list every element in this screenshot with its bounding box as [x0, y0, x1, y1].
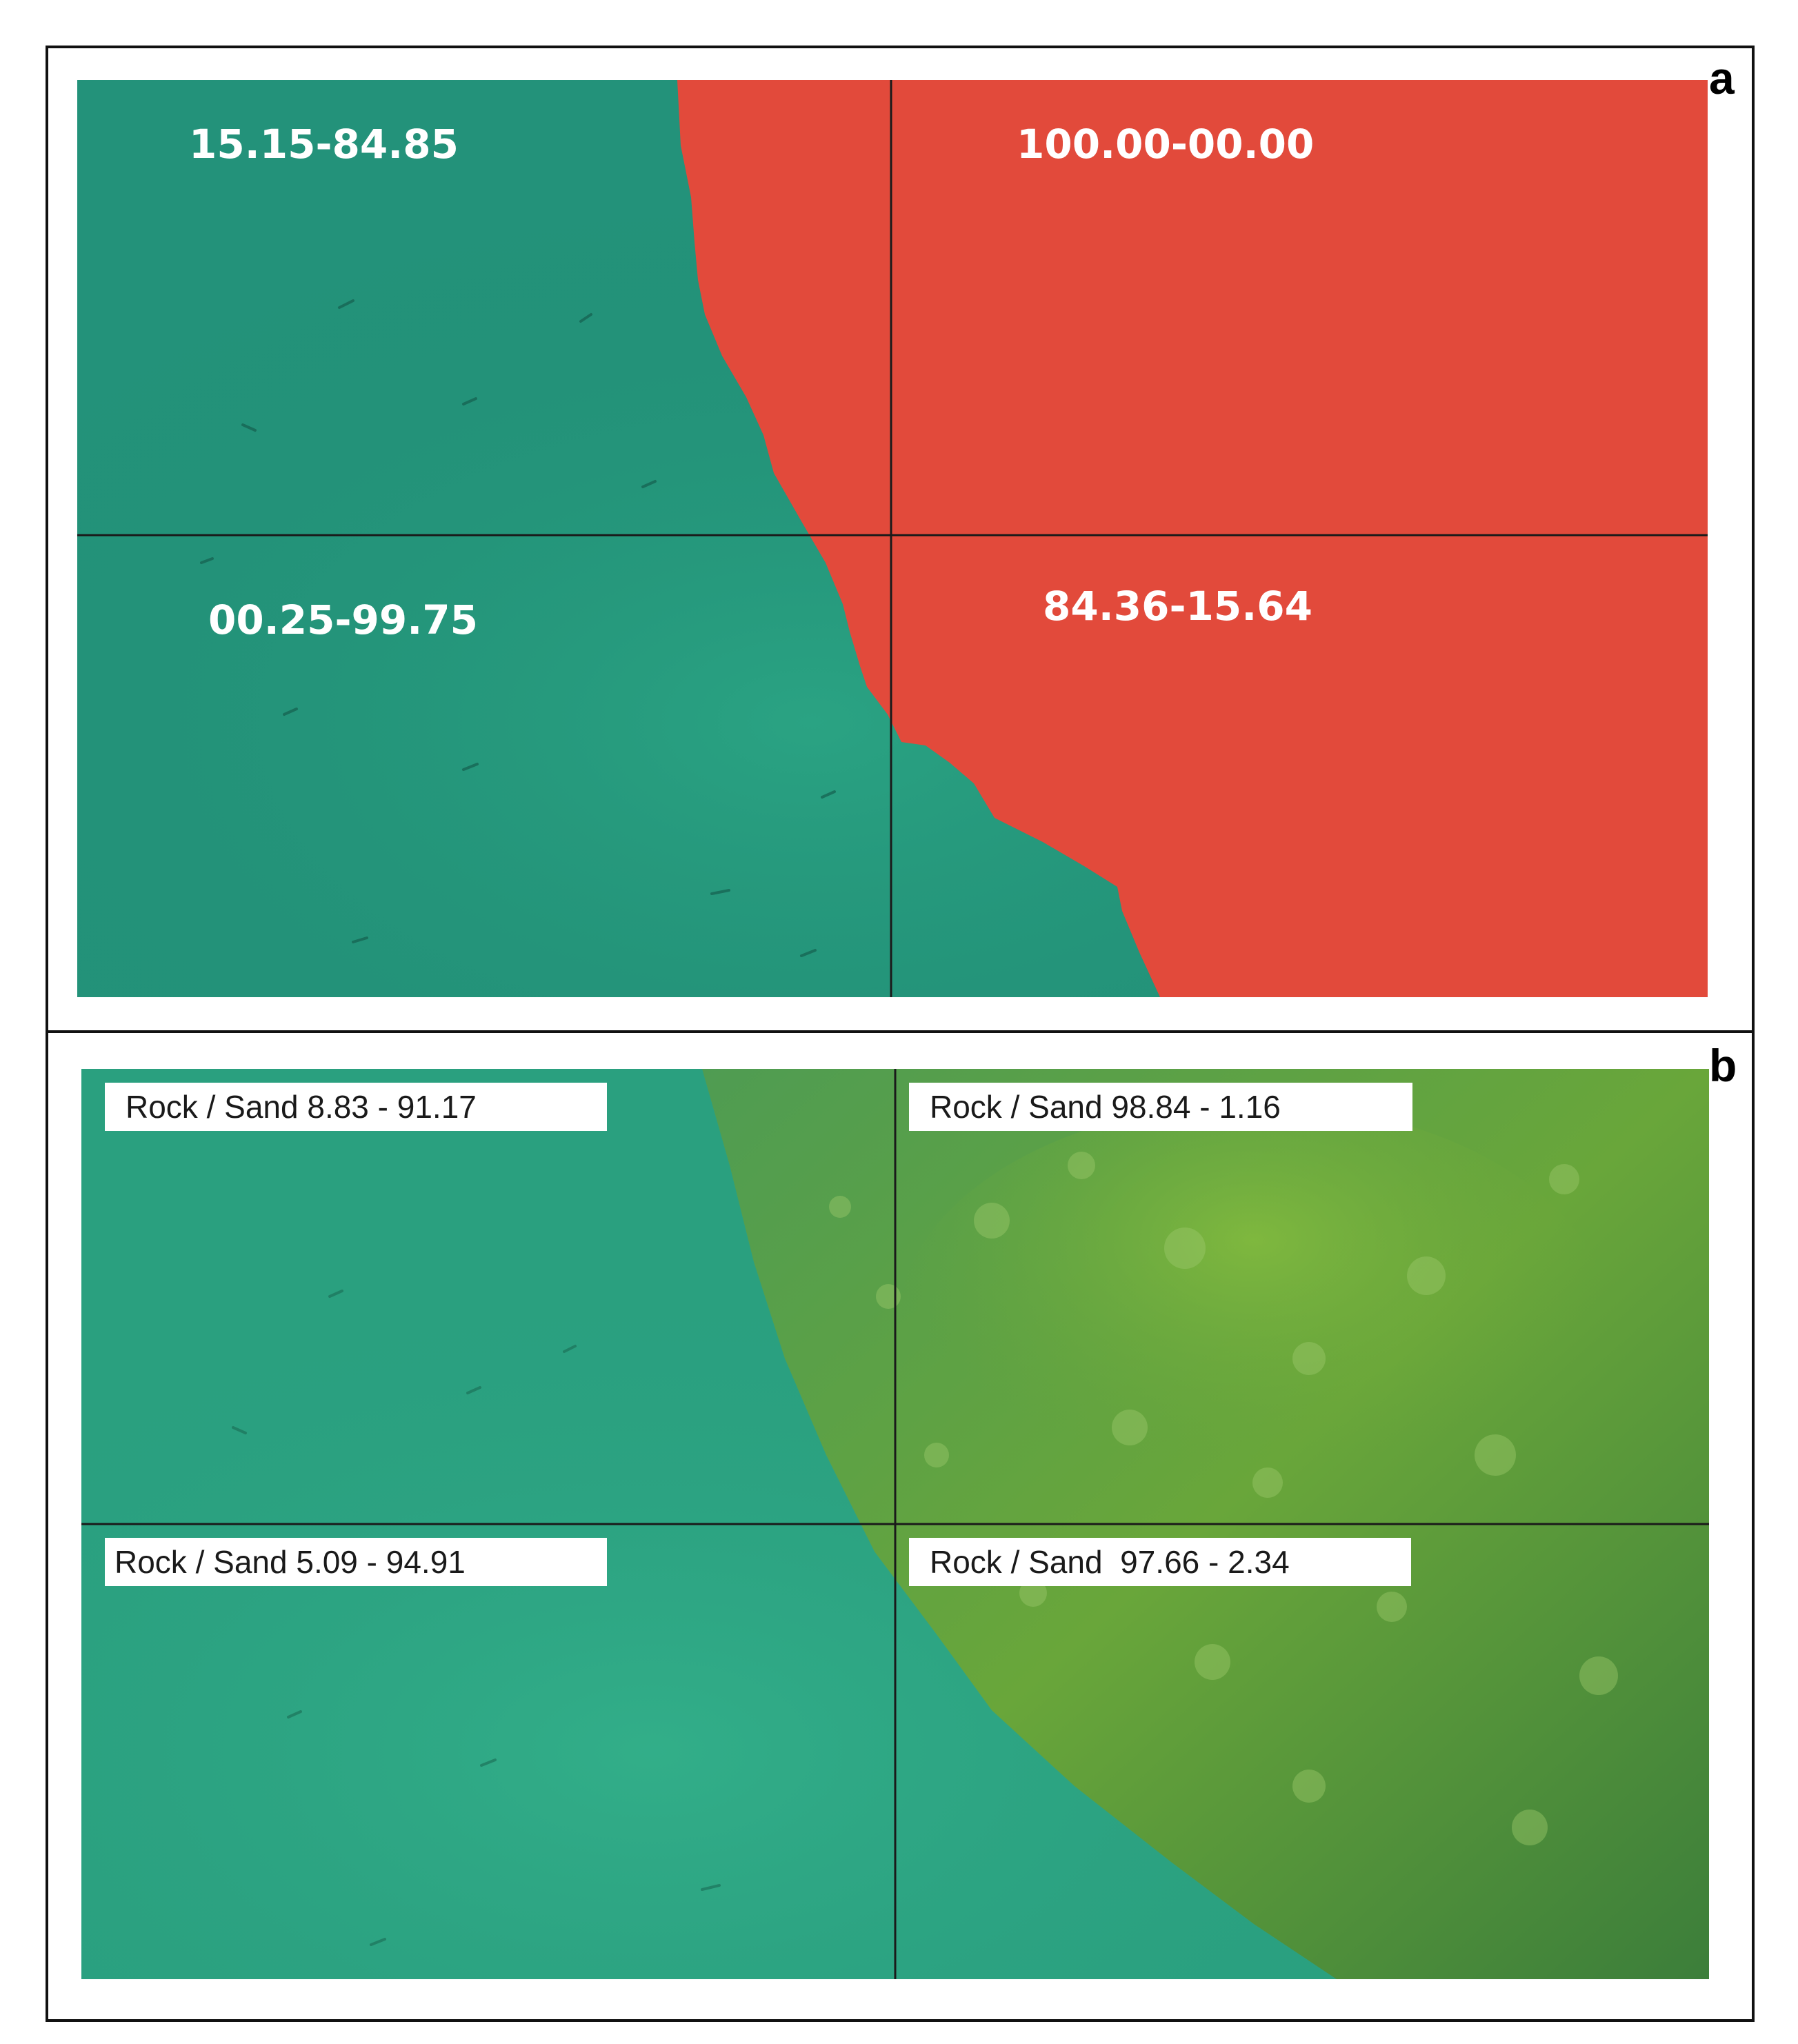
panel-a-cell-bottom-right-value: 84.36-15.64: [1043, 583, 1312, 630]
panel-a-cell-bottom-left-value: 00.25-99.75: [208, 597, 478, 643]
fish-specks: [200, 299, 836, 957]
panel-a-cell-top-left-value: 15.15-84.85: [189, 121, 459, 168]
panel-b-cell-top-left-tag: Rock / Sand 8.83 - 91.17: [105, 1083, 607, 1131]
fish-specks: [232, 1290, 721, 1946]
panel-a-label: a: [1709, 52, 1735, 103]
panel-a-segmentation-image: [77, 80, 1708, 997]
panel-b-cell-top-right-tag: Rock / Sand 98.84 - 1.16: [909, 1083, 1412, 1131]
panel-b-underwater-image: [81, 1069, 1709, 1979]
panel-b-cell-bottom-right-tag: Rock / Sand 97.66 - 2.34: [909, 1538, 1411, 1586]
algae-texture: [829, 1152, 1618, 1845]
rock-region: [677, 80, 1708, 997]
panel-a-cell-top-right-value: 100.00-00.00: [1017, 121, 1315, 168]
panel-b-label: b: [1709, 1040, 1737, 1091]
panel-b-cell-bottom-left-tag: Rock / Sand 5.09 - 94.91: [105, 1538, 607, 1586]
panel-b-frame: [46, 1030, 1755, 2022]
